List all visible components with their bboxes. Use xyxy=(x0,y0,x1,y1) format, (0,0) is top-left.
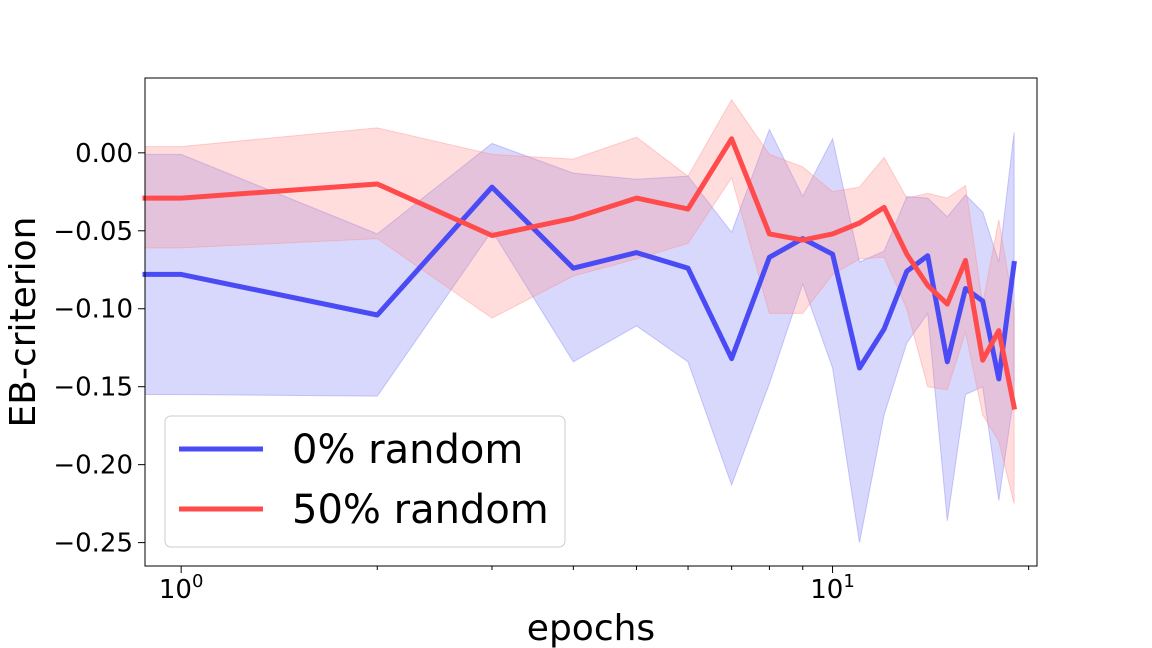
y-tick-label: −0.05 xyxy=(53,217,133,247)
plot-frame xyxy=(144,77,1038,567)
legend-label-50pct: 50% random xyxy=(292,487,549,533)
y-tick-label: 0.00 xyxy=(75,139,133,169)
y-tick-label: −0.20 xyxy=(53,451,133,481)
x-tick-label: 101 xyxy=(810,571,855,605)
x-tick-label: 100 xyxy=(159,571,204,605)
series-lines xyxy=(142,136,1018,410)
x-axis-ticks: 100 101 xyxy=(159,566,1030,605)
legend-box xyxy=(164,415,566,548)
y-tick-label: −0.25 xyxy=(53,529,133,559)
band-series-1 xyxy=(144,98,1015,504)
x-axis-title: epochs xyxy=(527,608,655,648)
confidence-bands xyxy=(144,98,1015,543)
line-series-0 xyxy=(142,184,1017,382)
y-tick-label: −0.10 xyxy=(53,295,133,325)
y-axis-ticks: 0.00 −0.05 −0.10 −0.15 −0.20 −0.25 xyxy=(53,139,145,559)
y-tick-label: −0.15 xyxy=(53,373,133,403)
legend-label-0pct: 0% random xyxy=(292,427,523,473)
legend: 0% random 50% random xyxy=(164,415,566,548)
y-axis-title: EB-criterion xyxy=(3,217,44,428)
line-series-1 xyxy=(142,136,1018,410)
